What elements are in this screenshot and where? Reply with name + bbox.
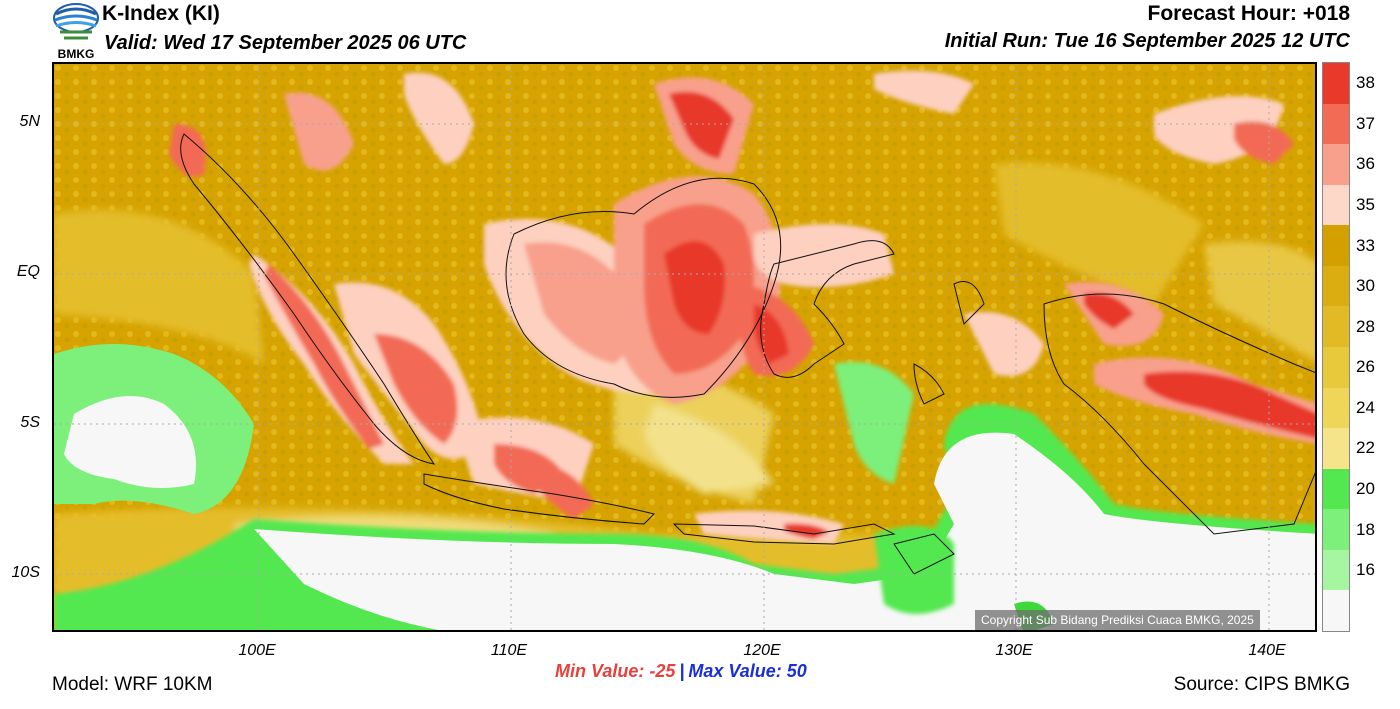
header-right: Forecast Hour: +018 Initial Run: Tue 16 … — [945, 2, 1350, 53]
forecast-hour: Forecast Hour: +018 — [1147, 2, 1351, 25]
colorbar-label: 30 — [1356, 276, 1375, 296]
x-tick-130e: 130E — [995, 642, 1033, 659]
colorbar-label: 18 — [1356, 519, 1375, 539]
bmkg-logo-icon: BMKG — [53, 3, 99, 60]
x-tick-100e: 100E — [238, 642, 276, 659]
colorbar-segment — [1323, 103, 1349, 145]
colorbar-label: 24 — [1356, 397, 1375, 417]
initial-run: Initial Run: Tue 16 September 2025 12 UT… — [944, 30, 1350, 52]
colorbar-segment — [1323, 265, 1349, 307]
k-index-map — [52, 62, 1317, 632]
high-values — [169, 70, 1315, 544]
y-tick-5s: 5S — [20, 414, 40, 431]
colorbar-label: 22 — [1356, 438, 1375, 458]
valid-time: Valid: Wed 17 September 2025 06 UTC — [104, 32, 467, 54]
colorbar-segment — [1323, 63, 1349, 105]
colorbar-segment — [1323, 387, 1349, 429]
colorbar-segment — [1323, 509, 1349, 551]
y-tick-5n: 5N — [19, 113, 40, 130]
colorbar-segment — [1323, 428, 1349, 470]
x-tick-110e: 110E — [490, 642, 528, 659]
colorbar-segment — [1323, 347, 1349, 389]
colorbar-label: 26 — [1356, 357, 1375, 377]
colorbar-label: 35 — [1356, 195, 1375, 214]
colorbar-segment — [1323, 184, 1349, 226]
colorbar-segment — [1323, 144, 1349, 186]
x-tick-140e: 140E — [1248, 642, 1286, 659]
min-value: Min Value: -25 — [555, 661, 676, 681]
map-canvas — [54, 64, 1315, 630]
value-separator: | — [679, 661, 685, 681]
colorbar-segment — [1323, 468, 1349, 510]
model-label: Model: WRF 10KM — [52, 674, 213, 695]
x-tick-120e: 120E — [743, 642, 781, 659]
y-tick-eq: EQ — [16, 263, 40, 280]
y-tick-10s: 10S — [11, 564, 40, 581]
max-value: Max Value: 50 — [688, 661, 807, 681]
logo-text: BMKG — [58, 47, 95, 60]
colorbar-label: 20 — [1356, 479, 1375, 498]
colorbar-label: 28 — [1356, 316, 1375, 336]
colorbar-label: 37 — [1356, 113, 1375, 133]
colorbar — [1322, 62, 1350, 632]
colorbar-label: 36 — [1356, 154, 1375, 174]
source-label: Source: CIPS BMKG — [1173, 674, 1350, 695]
colorbar-segment — [1323, 549, 1349, 591]
min-max-values: Min Value: -25 | Max Value: 50 — [555, 661, 807, 682]
colorbar-segment — [1323, 590, 1349, 632]
page-title: K-Index (KI) — [102, 2, 220, 25]
colorbar-label: 38 — [1356, 73, 1375, 93]
colorbar-label: 16 — [1356, 560, 1375, 580]
colorbar-label: 33 — [1356, 235, 1375, 255]
low-values-south — [54, 344, 1315, 630]
colorbar-segment — [1323, 225, 1349, 267]
copyright-notice: Copyright Sub Bidang Prediksi Cuaca BMKG… — [975, 610, 1260, 630]
colorbar-segment — [1323, 306, 1349, 348]
gridlines — [54, 64, 1315, 630]
coastlines — [180, 133, 1315, 575]
